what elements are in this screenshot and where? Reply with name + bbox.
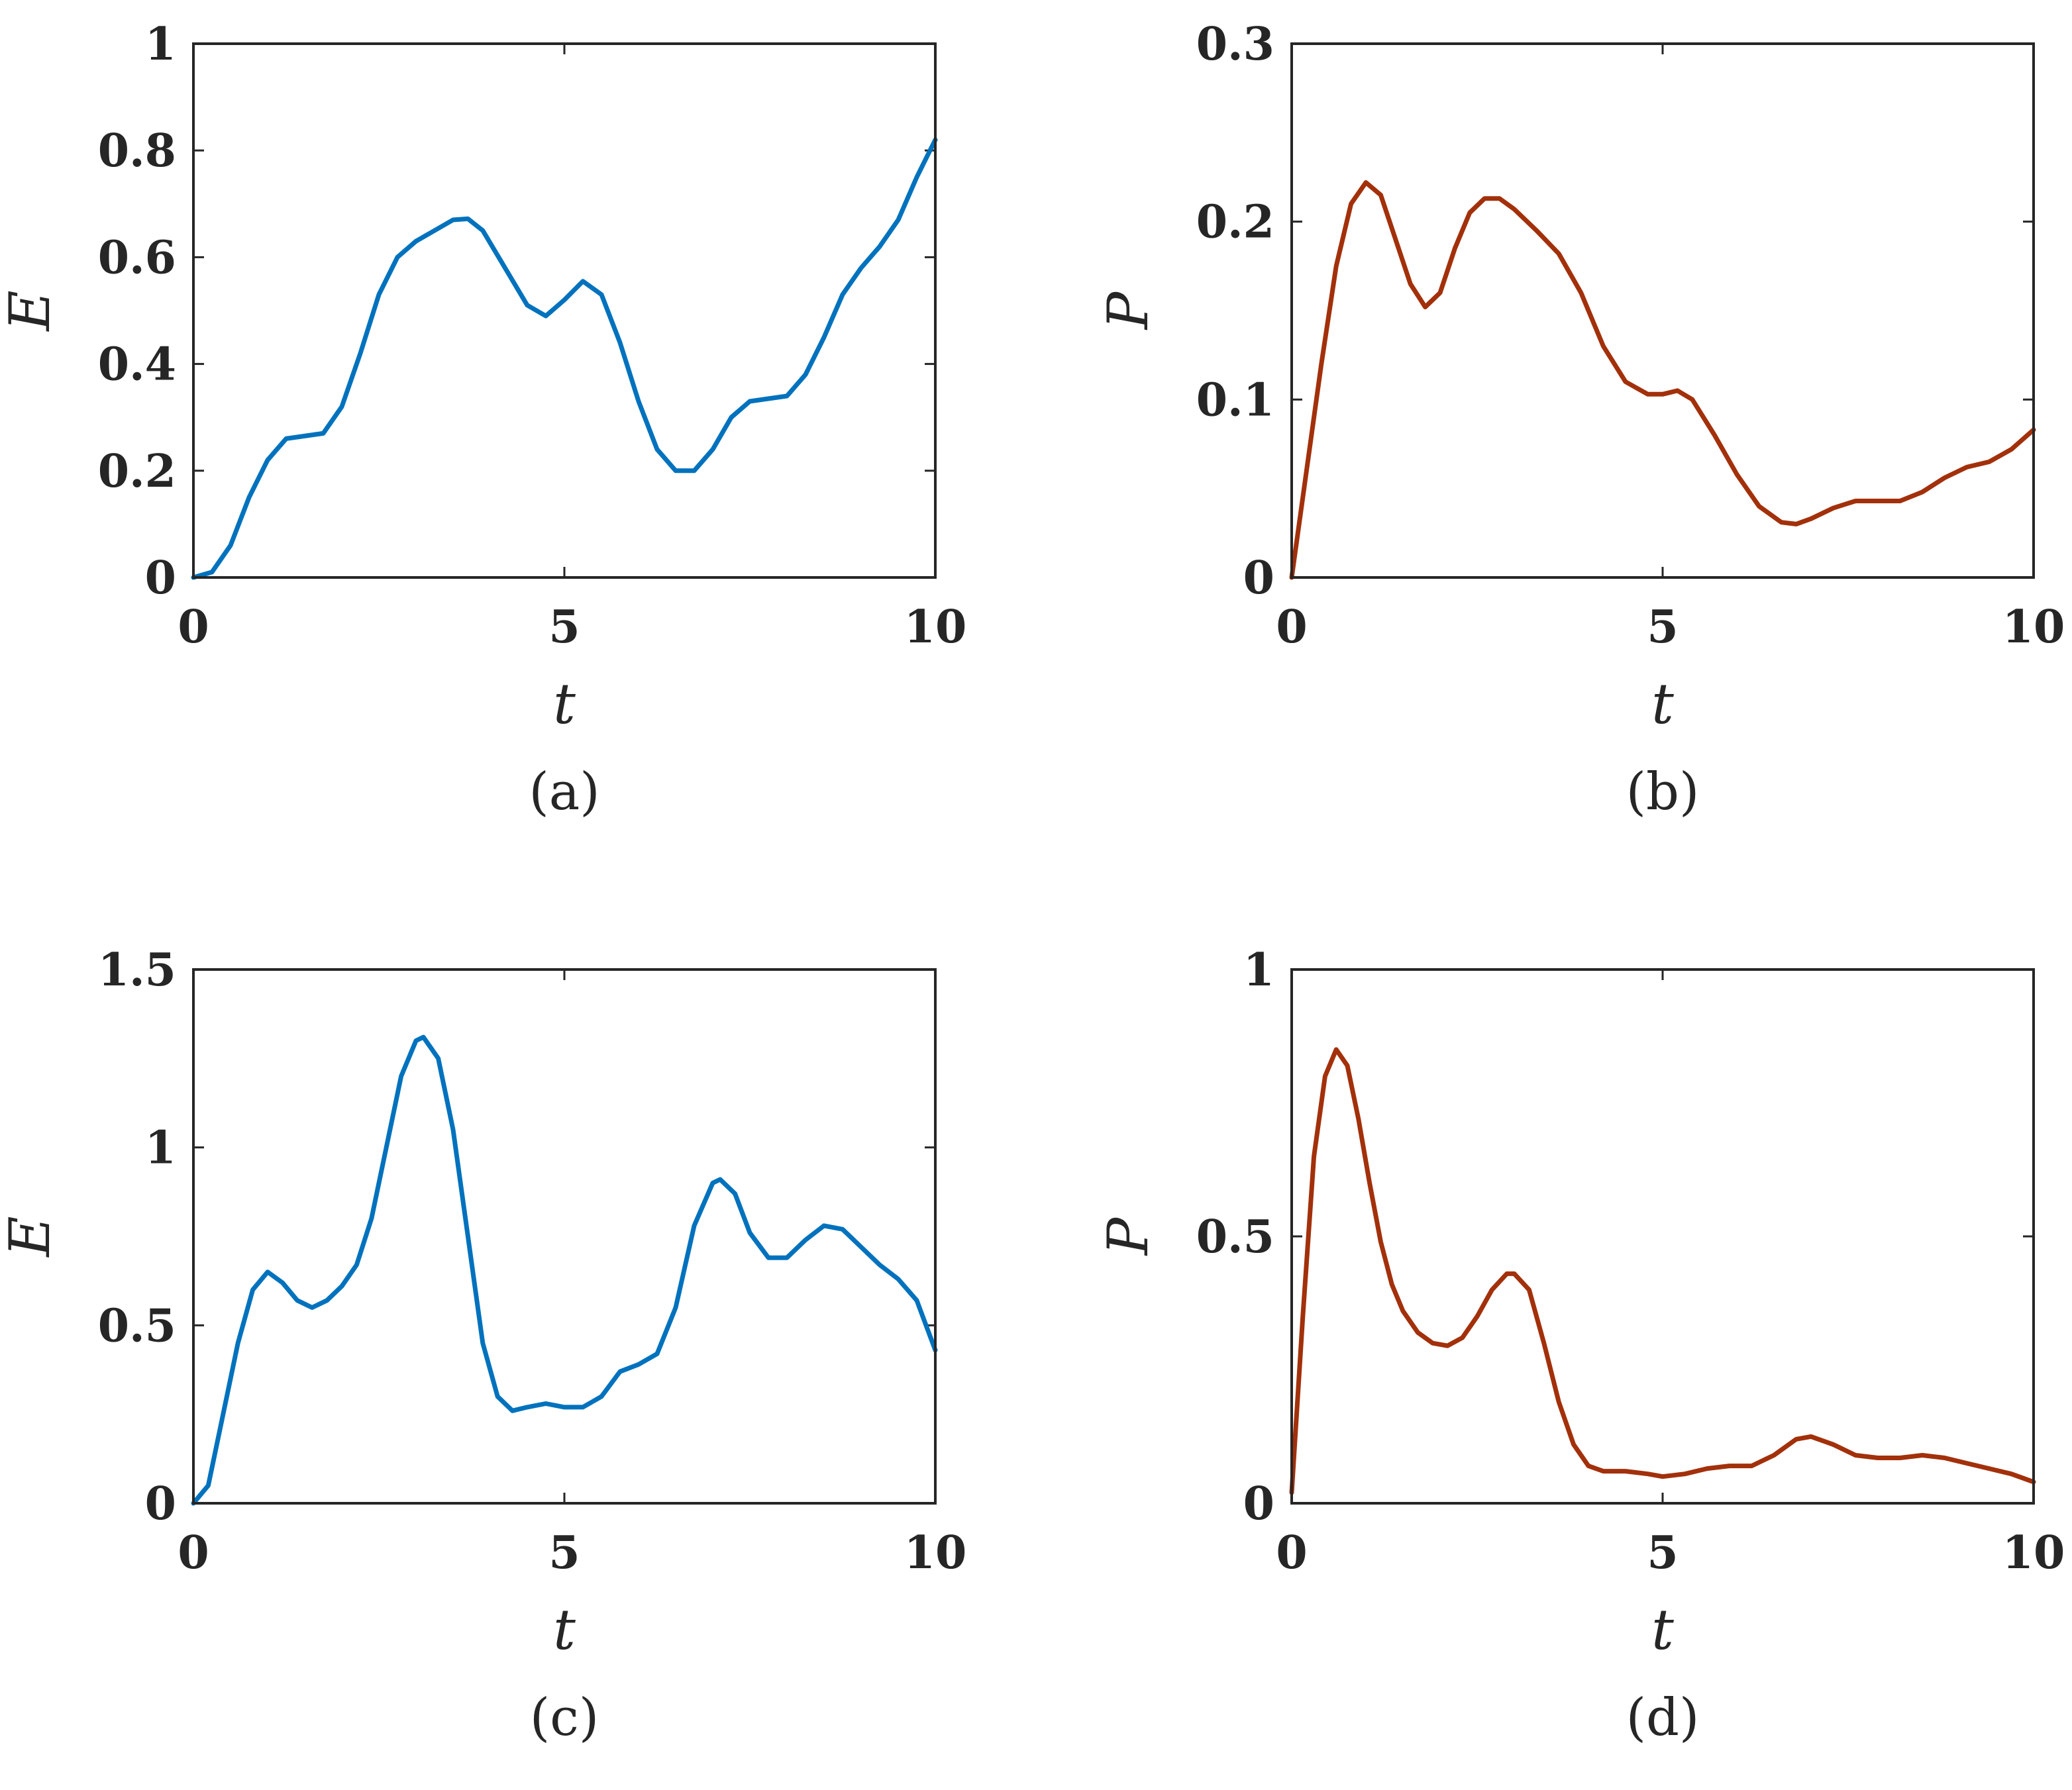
x-tick-label: 0 <box>178 1526 209 1579</box>
y-axis-label: E <box>0 1216 62 1258</box>
x-tick-label: 0 <box>1276 1526 1307 1579</box>
x-tick-label: 5 <box>1647 601 1678 654</box>
panel-caption: (c) <box>530 1688 599 1748</box>
axes-frame <box>1290 968 2035 1505</box>
axes-frame <box>1290 42 2035 579</box>
series-line <box>1289 1047 2036 1495</box>
x-tick-label: 10 <box>904 1526 967 1579</box>
panel-b: 0 0.1 0.2 0.3 0 5 10 t P (b) <box>1096 18 2065 822</box>
y-axis-label: P <box>1096 291 1161 330</box>
y-tick-label: 0.4 <box>98 338 176 391</box>
y-axis-label: E <box>0 290 62 332</box>
axes-frame <box>192 968 937 1505</box>
y-tick-label: 0.5 <box>98 1299 176 1352</box>
y-tick-label: 1 <box>1243 944 1274 997</box>
y-tick-label: 0.6 <box>98 231 176 284</box>
x-tick-label: 10 <box>2002 601 2065 654</box>
panel-caption: (b) <box>1626 762 1700 822</box>
y-tick-label: 0.3 <box>1196 18 1274 71</box>
x-tick-label: 10 <box>2002 1526 2065 1579</box>
x-tick-label: 10 <box>904 601 967 654</box>
x-tick-label: 0 <box>178 601 209 654</box>
y-tick-label: 1 <box>145 18 176 71</box>
x-tick-label: 0 <box>1276 601 1307 654</box>
y-tick-label: 1 <box>145 1122 176 1175</box>
y-tick-label: 0.2 <box>1196 196 1274 249</box>
series-line <box>1289 180 2036 580</box>
y-tick-label: 0.8 <box>98 124 176 177</box>
y-tick-label: 0 <box>145 1477 176 1530</box>
x-axis-label: t <box>1651 1597 1674 1662</box>
x-axis-label: t <box>553 671 576 736</box>
series-line <box>191 137 938 580</box>
panel-c: 0 0.5 1 1.5 0 5 10 t E (c) <box>0 944 966 1748</box>
panel-caption: (a) <box>529 762 599 822</box>
x-tick-label: 5 <box>548 601 580 654</box>
x-tick-label: 5 <box>1647 1526 1678 1579</box>
series-line <box>191 1034 938 1506</box>
y-tick-label: 0 <box>1243 1477 1274 1530</box>
x-axis-label: t <box>553 1597 576 1662</box>
panel-caption: (d) <box>1626 1688 1700 1748</box>
y-tick-label: 0.1 <box>1196 373 1274 426</box>
y-tick-label: 1.5 <box>98 944 176 997</box>
y-axis-label: P <box>1096 1217 1161 1256</box>
y-tick-label: 0 <box>1243 552 1274 605</box>
y-tick-label: 0.5 <box>1196 1211 1274 1264</box>
axes-frame <box>192 42 937 579</box>
y-tick-label: 0 <box>145 552 176 605</box>
y-tick-label: 0.2 <box>98 445 176 498</box>
x-axis-label: t <box>1651 671 1674 736</box>
x-tick-label: 5 <box>548 1526 580 1579</box>
